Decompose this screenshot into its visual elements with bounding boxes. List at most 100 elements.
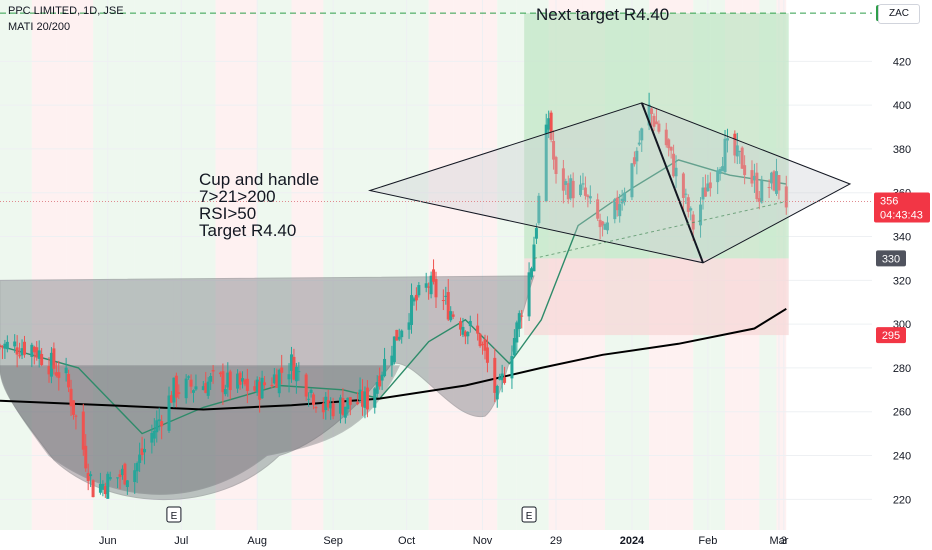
- candle-body: [64, 367, 68, 374]
- candle-body: [667, 139, 671, 149]
- trend-band: [31, 0, 67, 530]
- candle-body: [245, 378, 249, 391]
- x-tick-label: Feb: [698, 535, 717, 547]
- candle-body: [37, 350, 41, 359]
- currency-badge[interactable]: ZAC: [878, 4, 920, 24]
- symbol-title[interactable]: PPC LIMITED, 1D, JSE: [8, 5, 124, 17]
- candle-body: [410, 295, 414, 325]
- y-tick-label: 240: [893, 451, 911, 463]
- candle-body: [187, 376, 191, 378]
- inner-cup-shape: [0, 365, 401, 495]
- candle-body: [260, 377, 264, 399]
- trend-band: [257, 0, 292, 530]
- candle-body: [116, 477, 120, 479]
- candle-body: [356, 402, 360, 405]
- candle-body: [30, 344, 34, 357]
- candle-body: [561, 168, 565, 191]
- candle-body: [632, 157, 636, 165]
- candle-body: [392, 336, 396, 363]
- candle-body: [346, 397, 350, 410]
- candle-body: [681, 173, 685, 198]
- candle-body: [752, 175, 756, 181]
- candle-body: [510, 356, 514, 379]
- candle-body: [725, 138, 729, 141]
- candle-body: [52, 348, 56, 369]
- candle-body: [194, 386, 198, 390]
- candle-body: [674, 167, 678, 177]
- candle-body: [449, 311, 453, 321]
- candle-body: [395, 329, 399, 341]
- candle-body: [169, 395, 173, 403]
- candle-body: [101, 483, 105, 490]
- candle-body: [733, 133, 737, 156]
- candle-body: [270, 384, 274, 386]
- candle-body: [468, 320, 472, 327]
- candle-body: [552, 140, 556, 160]
- candle-body: [755, 172, 759, 200]
- trend-band: [453, 0, 481, 530]
- candle-body: [15, 347, 19, 355]
- candle-body: [699, 204, 703, 226]
- candle-body: [547, 118, 551, 130]
- candle-body: [716, 170, 720, 183]
- candle-body: [380, 374, 384, 381]
- candle-body: [135, 463, 139, 472]
- candle-body: [652, 115, 656, 127]
- candle-body: [5, 341, 9, 350]
- candle-body: [236, 373, 240, 389]
- candle-body: [67, 373, 71, 388]
- candle-body: [427, 286, 431, 288]
- candle-body: [324, 396, 328, 411]
- candle-body: [613, 199, 617, 220]
- candle-body: [481, 344, 485, 346]
- candle-body: [363, 391, 367, 408]
- candle-body: [167, 395, 171, 431]
- candle-body: [106, 473, 110, 499]
- candle-body: [57, 372, 61, 378]
- candle-body: [476, 325, 480, 334]
- candle-body: [89, 474, 93, 477]
- candle-body: [451, 314, 455, 317]
- candle-body: [672, 153, 676, 177]
- candle-body: [414, 294, 418, 301]
- earnings-marker-label: E: [171, 511, 178, 522]
- drop-trendline: [640, 102, 704, 264]
- ma-slow-line: [0, 307, 787, 411]
- candle-body: [444, 295, 448, 297]
- candle-body: [177, 392, 181, 394]
- candle-body: [740, 147, 744, 169]
- candle-body: [240, 378, 244, 382]
- candle-body: [22, 341, 26, 355]
- trend-band: [0, 0, 32, 530]
- indicator-label[interactable]: MATI 20/200: [8, 21, 71, 33]
- note-line: Cup and handle: [199, 170, 320, 189]
- candle-body: [375, 382, 379, 394]
- x-tick-label: Oct: [398, 535, 415, 547]
- trend-band: [66, 0, 94, 530]
- candle-body: [338, 397, 342, 414]
- candle-body: [517, 313, 521, 329]
- trend-band: [480, 0, 498, 530]
- candle-body: [263, 382, 267, 386]
- candle-body: [620, 198, 624, 204]
- diamond-pattern: [367, 102, 852, 264]
- candle-body: [483, 339, 487, 351]
- note-line: Target R4.40: [199, 221, 297, 240]
- candle-body: [478, 333, 482, 347]
- candle-body: [650, 108, 654, 114]
- candle-body: [757, 198, 761, 203]
- trend-band: [428, 0, 454, 530]
- candle-body: [292, 356, 296, 380]
- candle-body: [458, 321, 462, 330]
- candle-body: [373, 388, 377, 408]
- candle-body: [618, 204, 622, 217]
- candle-body: [735, 145, 739, 157]
- target-zone: [524, 13, 789, 259]
- level-badge-label: 295: [882, 330, 900, 342]
- candle-body: [601, 221, 605, 226]
- trendline-drawings: [367, 102, 852, 264]
- candle-body: [280, 367, 284, 373]
- candle-body: [192, 390, 196, 393]
